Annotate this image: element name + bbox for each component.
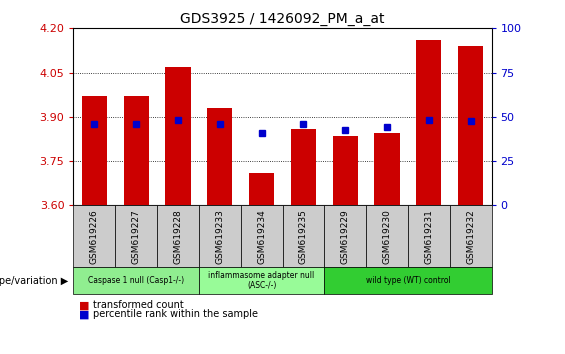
Bar bbox=[166, 67, 190, 205]
Text: GSM619228: GSM619228 bbox=[173, 209, 182, 264]
Bar bbox=[375, 133, 399, 205]
Text: Caspase 1 null (Casp1-/-): Caspase 1 null (Casp1-/-) bbox=[88, 276, 184, 285]
Bar bbox=[207, 108, 232, 205]
Bar bbox=[416, 40, 441, 205]
Text: inflammasome adapter null
(ASC-/-): inflammasome adapter null (ASC-/-) bbox=[208, 271, 315, 290]
Text: GSM619235: GSM619235 bbox=[299, 209, 308, 264]
Bar bbox=[291, 129, 316, 205]
Text: GSM619230: GSM619230 bbox=[383, 209, 392, 264]
Text: GSM619226: GSM619226 bbox=[90, 209, 99, 264]
Text: ■: ■ bbox=[79, 300, 90, 310]
Text: ■: ■ bbox=[79, 309, 90, 319]
Bar bbox=[249, 173, 274, 205]
Text: GSM619231: GSM619231 bbox=[424, 209, 433, 264]
Text: wild type (WT) control: wild type (WT) control bbox=[366, 276, 450, 285]
Bar bbox=[82, 96, 107, 205]
Bar bbox=[458, 46, 483, 205]
Bar bbox=[333, 136, 358, 205]
Text: percentile rank within the sample: percentile rank within the sample bbox=[93, 309, 258, 319]
Text: genotype/variation ▶: genotype/variation ▶ bbox=[0, 275, 68, 286]
Text: transformed count: transformed count bbox=[93, 300, 184, 310]
Text: GSM619232: GSM619232 bbox=[466, 209, 475, 264]
Text: GSM619233: GSM619233 bbox=[215, 209, 224, 264]
Text: GSM619227: GSM619227 bbox=[132, 209, 141, 264]
Text: GSM619234: GSM619234 bbox=[257, 209, 266, 264]
Text: GSM619229: GSM619229 bbox=[341, 209, 350, 264]
Title: GDS3925 / 1426092_PM_a_at: GDS3925 / 1426092_PM_a_at bbox=[180, 12, 385, 26]
Bar bbox=[124, 96, 149, 205]
